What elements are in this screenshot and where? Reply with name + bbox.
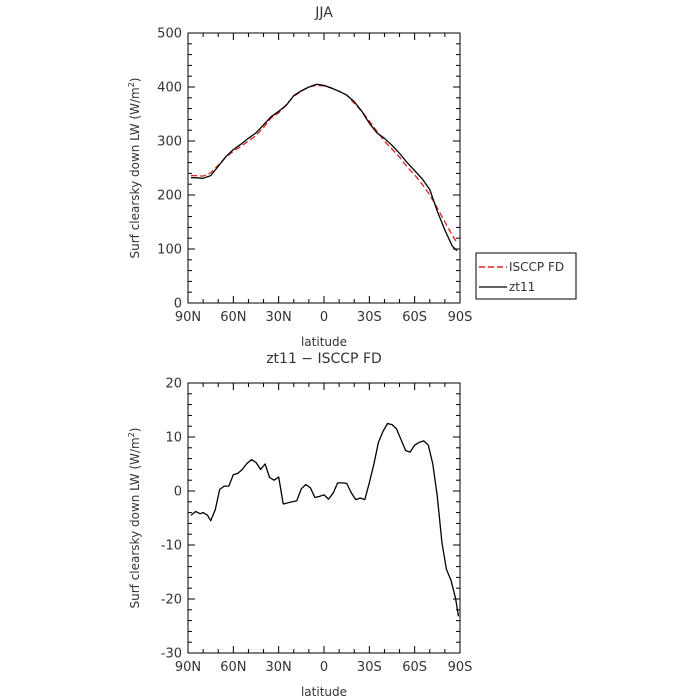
x-tick-label: 90S xyxy=(448,310,473,325)
y-tick-label: -10 xyxy=(161,539,182,554)
top-chart-plot-area xyxy=(187,32,461,304)
bottom-chart-y-axis-label: Surf clearsky down LW (W/m2) xyxy=(127,427,142,608)
x-tick-label: 90N xyxy=(175,310,201,325)
top-chart-x-axis-label: latitude xyxy=(301,335,347,349)
series-line-isccp-fd xyxy=(191,84,458,243)
x-tick-label: 60N xyxy=(220,310,246,325)
y-tick-label: 300 xyxy=(157,135,182,150)
bottom-chart-y-axis-label-main: Surf clearsky down LW (W/m xyxy=(128,437,142,608)
top-chart-title: JJA xyxy=(314,5,333,21)
bottom-chart-title: zt11 − ISCCP FD xyxy=(266,351,382,367)
top-chart-panel: JJA 0 100 200 300 400 500 90N 60N 30N 0 30S 60S 90S… xyxy=(127,5,577,349)
y-tick-label: 10 xyxy=(165,431,182,446)
bottom-chart-y-axis-label-close: ) xyxy=(128,427,142,432)
x-tick-label: 0 xyxy=(320,660,328,675)
top-chart-legend: ISCCP FD zt11 xyxy=(475,252,577,300)
series-line xyxy=(190,422,460,617)
x-tick-label: 30N xyxy=(266,660,292,675)
legend-label-zt11: zt11 xyxy=(509,280,535,294)
bottom-chart-y-ticks: -30 -20 -10 0 10 20 xyxy=(161,377,460,662)
top-chart-y-axis-label-close: ) xyxy=(128,77,142,82)
bottom-chart-plot-area xyxy=(187,382,461,654)
series-line-zt11 xyxy=(191,83,458,252)
bottom-chart-y-axis-label-sup: 2 xyxy=(127,432,136,437)
top-chart-x-ticks: 90N 60N 30N 0 30S 60S 90S xyxy=(175,33,473,325)
x-tick-label: 60S xyxy=(402,310,427,325)
y-tick-label: 500 xyxy=(157,27,182,42)
y-tick-label: 100 xyxy=(157,243,182,258)
x-tick-label: 60N xyxy=(220,660,246,675)
bottom-chart-x-ticks: 90N 60N 30N 0 30S 60S 90S xyxy=(175,383,473,675)
bottom-chart-x-axis-label: latitude xyxy=(301,685,347,699)
legend-box xyxy=(475,252,577,300)
x-tick-label: 90N xyxy=(175,660,201,675)
top-chart-y-axis-label-sup: 2 xyxy=(127,82,136,87)
top-chart-y-axis-label-main: Surf clearsky down LW (W/m xyxy=(128,87,142,258)
top-chart-y-axis-label: Surf clearsky down LW (W/m2) xyxy=(127,77,142,258)
y-tick-label: 200 xyxy=(157,189,182,204)
x-tick-label: 90S xyxy=(448,660,473,675)
x-tick-label: 30S xyxy=(357,310,382,325)
y-tick-label: -20 xyxy=(161,593,182,608)
y-tick-label: 0 xyxy=(174,297,182,312)
top-chart-series xyxy=(191,83,458,252)
bottom-chart-series xyxy=(190,422,460,617)
top-chart-y-ticks: 0 100 200 300 400 500 xyxy=(157,27,460,312)
y-tick-label: -30 xyxy=(161,647,182,662)
x-tick-label: 0 xyxy=(320,310,328,325)
y-tick-label: 20 xyxy=(165,377,182,392)
x-tick-label: 60S xyxy=(402,660,427,675)
legend-label-isccp: ISCCP FD xyxy=(509,260,564,274)
x-tick-label: 30S xyxy=(357,660,382,675)
x-tick-label: 30N xyxy=(266,310,292,325)
y-tick-label: 400 xyxy=(157,81,182,96)
y-tick-label: 0 xyxy=(174,485,182,500)
